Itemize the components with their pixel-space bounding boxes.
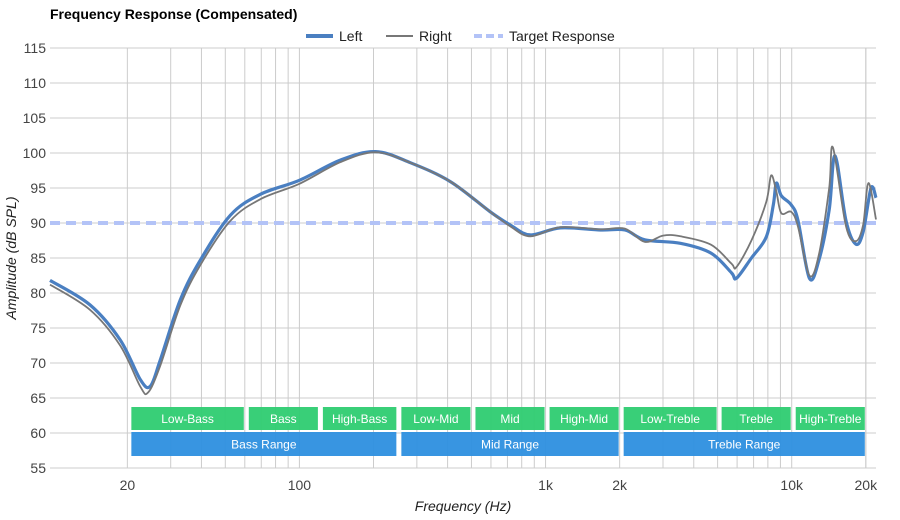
x-tick-label: 10k [780,477,804,493]
x-axis-label: Frequency (Hz) [415,498,511,514]
band-label: Low-Treble [640,412,700,426]
frequency-bands: Low-Bass Bass High-Bass Low-Mid Mid High-Mid L… [131,407,865,456]
y-tick-label: 70 [30,355,46,371]
band-label: Bass [270,412,297,426]
legend: Left Right Target Response [306,28,615,44]
band-mid-range [401,432,619,456]
chart-title: Frequency Response (Compensated) [50,6,297,22]
y-tick-label: 100 [23,145,47,161]
band-label: Low-Mid [413,412,458,426]
y-tick-label: 55 [30,460,46,476]
band-treble-range [623,432,865,456]
x-tick-label: 20k [855,477,879,493]
band-treble [721,407,791,430]
y-tick-label: 65 [30,390,46,406]
band-label: Bass Range [231,438,297,452]
y-axis-label: Amplitude (dB SPL) [3,197,19,321]
y-tick-label: 85 [30,250,46,266]
band-high-bass [322,407,397,430]
y-tick-label: 110 [24,75,47,91]
y-tick-label: 115 [24,40,47,56]
band-low-treble [623,407,717,430]
axis-ticks: 55 60 65 70 75 80 85 90 95 100 105 110 115 20 100 1k 2k 1… [23,40,878,493]
x-tick-label: 2k [612,477,628,493]
y-tick-label: 60 [30,425,46,441]
left-series-line [49,149,878,390]
band-low-bass [131,407,244,430]
y-tick-label: 75 [30,320,46,336]
band-label: Mid [500,412,519,426]
band-label: Low-Bass [161,412,214,426]
legend-right-label: Right [419,28,452,44]
band-label: Treble Range [708,438,781,452]
legend-target-label: Target Response [509,28,615,44]
band-low-mid [401,407,471,430]
band-bass [248,407,318,430]
y-tick-label: 105 [23,110,47,126]
band-mid [475,407,545,430]
y-tick-label: 95 [30,180,46,196]
band-label: High-Treble [799,412,862,426]
band-high-treble [795,407,865,430]
band-label: Treble [739,412,773,426]
band-label: Mid Range [481,438,539,452]
x-tick-label: 100 [288,477,312,493]
band-label: High-Mid [560,412,608,426]
series-lines [49,145,878,396]
y-tick-label: 90 [30,215,46,231]
band-label: High-Bass [332,412,387,426]
y-tick-label: 80 [30,285,46,301]
legend-left-label: Left [339,28,362,44]
band-bass-range [131,432,397,456]
band-high-mid [549,407,619,430]
x-tick-label: 20 [120,477,136,493]
x-tick-label: 1k [538,477,554,493]
right-series-line [49,145,877,396]
